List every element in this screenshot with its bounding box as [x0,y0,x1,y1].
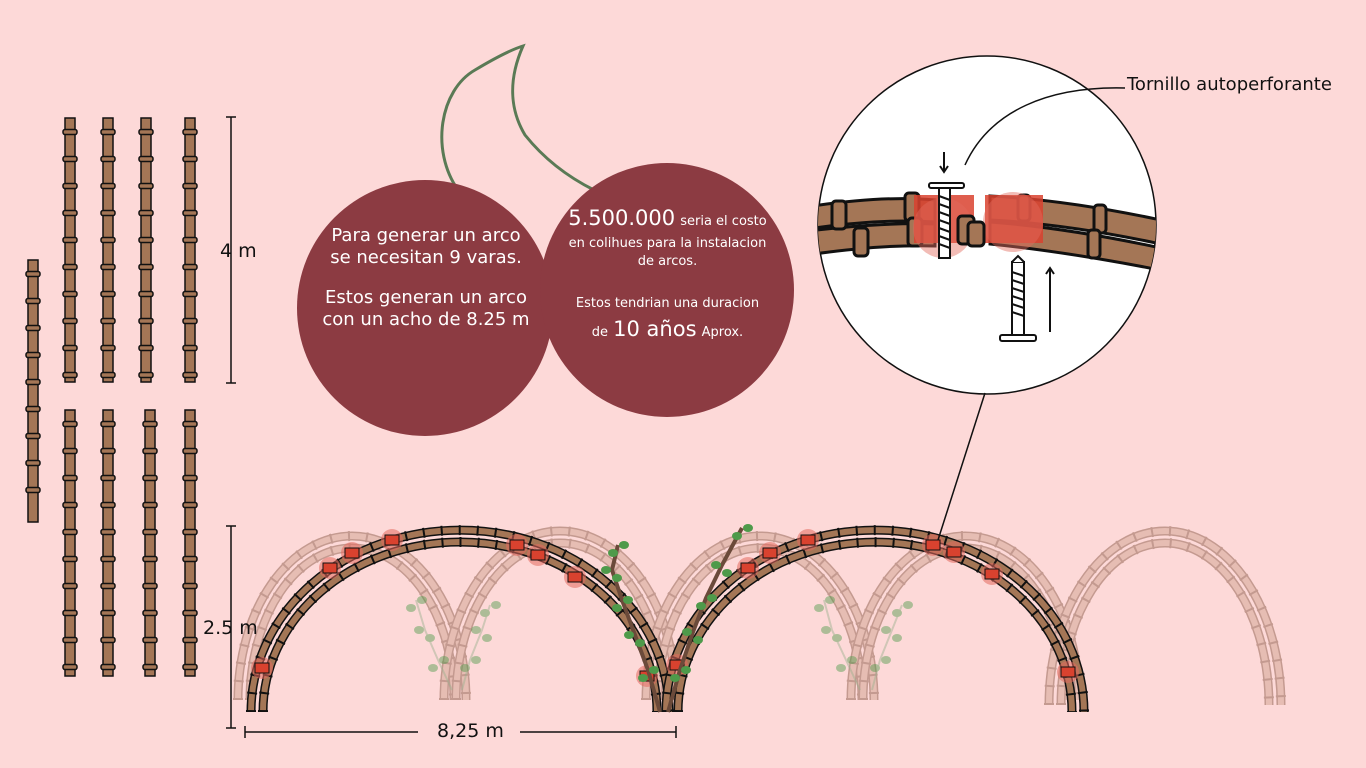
bamboo-cane-icon [142,409,158,677]
leaf-icon [414,626,424,634]
leaf-icon [417,596,427,604]
bamboo-cane-icon [100,409,116,677]
vine [406,596,453,691]
joint-highlight [527,544,549,566]
bamboo-cane-icon [138,117,154,383]
bamboo-cane-icon [62,117,78,383]
leaf-icon [825,596,835,604]
leaf-icon [743,524,753,532]
leaf-icon [707,594,717,602]
duration-text: Estos tendrian una duracion [575,296,760,311]
leaf-icon [681,666,691,674]
joint-highlight [737,557,759,579]
leaf-icon [903,601,913,609]
zoom-detail [817,55,1157,395]
callout-left-line1: Para generar un arco [331,225,521,246]
cost-value: 5.500.000 [568,206,676,230]
arch-width-label: 8,25 m [437,720,504,742]
callout-left-line4: con un acho de 8.25 m [322,309,530,330]
leaf-icon [881,656,891,664]
bamboo-cane-icon [25,259,41,523]
callout-left: Para generar un arco se necesitan 9 vara… [310,225,542,331]
joint-highlight [943,541,965,563]
cost-text-c: de arcos. [637,254,698,269]
joint-highlight [251,657,273,679]
joint-highlight [922,534,944,556]
leaf-icon [471,626,481,634]
vine [870,601,913,691]
cost-text-a: seria el costo [680,214,767,229]
duration-suffix: Aprox. [701,325,744,340]
arch-structure [233,524,1286,713]
leaf-icon [619,541,629,549]
screw-icon [928,152,965,259]
leaf-icon [491,601,501,609]
joint-highlight [381,529,403,551]
leaf-icon [711,561,721,569]
bamboo-cane-icon [100,117,116,383]
info-circle-left [297,180,553,436]
joint-highlight [1057,661,1079,683]
vine [460,601,501,691]
vine [814,596,861,691]
bamboo-cane-icon [62,409,78,677]
joint-highlight [341,542,363,564]
leaf-icon [623,596,633,604]
vine [601,541,662,713]
dimension-lines [226,116,677,738]
duration-prefix: de [591,325,609,340]
joint-highlight [564,566,586,588]
joint-highlight [759,542,781,564]
vine [666,524,753,713]
arch-height-label: 2.5 m [203,617,258,639]
leaf-icon [821,626,831,634]
info-circle-right [540,163,794,417]
callout-right: 5.500.000 seria el costo en colihues par… [555,205,780,349]
joint-highlight [981,563,1003,585]
bamboo-cane-icon [182,409,198,677]
duration-value: 10 años [613,317,697,341]
leaf-icon [624,631,634,639]
joint-highlight [797,529,819,551]
joint-highlight [506,534,528,556]
screw-label: Tornillo autoperforante [1127,74,1332,95]
leaf-icon [881,626,891,634]
callout-left-line2: se necesitan 9 varas. [330,247,522,268]
bamboo-cane-icon [182,117,198,383]
leaf-icon [649,666,659,674]
zoom-pointer-line [937,392,986,541]
height-canes-label: 4 m [220,240,257,262]
cane-stack [25,117,198,677]
callout-left-line3: Estos generan un arco [325,287,527,308]
joint-highlight [319,557,341,579]
bubble-outline [440,43,595,192]
leaf-icon [847,656,857,664]
arch [661,525,1089,713]
leaf-icon [471,656,481,664]
leaf-icon [601,566,611,574]
leaf-icon [439,656,449,664]
screw-icon [999,254,1055,342]
cost-text-b: en colihues para la instalacion [568,236,767,251]
leaf-icon [682,628,692,636]
